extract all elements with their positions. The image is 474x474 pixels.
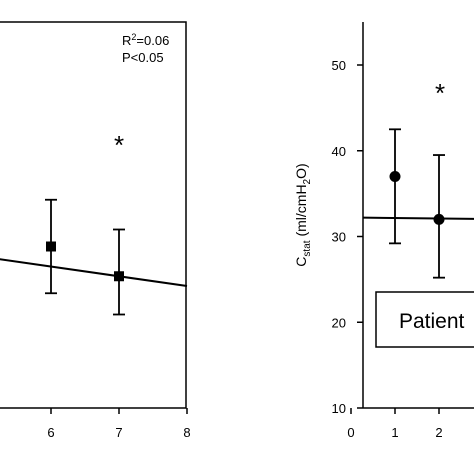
left-significance-marker: * (114, 130, 124, 160)
right-y-axis: 10 20 30 40 50 (332, 58, 363, 416)
left-data-point (46, 241, 56, 252)
right-data-point (389, 170, 401, 182)
right-x-tick-label: 0 (347, 425, 354, 440)
right-y-tick-label: 40 (332, 144, 346, 159)
left-data-point (114, 271, 124, 282)
left-x-tick-label: 6 (47, 425, 54, 440)
right-x-tick-label: 2 (435, 425, 442, 440)
right-data-point (433, 213, 445, 225)
legend-box-text: Patient (399, 310, 465, 333)
legend-box (375, 291, 474, 348)
left-trendline (0, 258, 188, 287)
left-x-tick-label: 7 (115, 425, 122, 440)
right-x-tick-label: 1 (391, 425, 398, 440)
right-y-tick-label: 10 (332, 401, 346, 416)
right-panel: 10 20 30 40 50 0 1 2 Cstat (ml/cmH2O) * Patien… (293, 22, 474, 440)
r2-annotation: R2=0.06 (122, 32, 169, 48)
right-y-tick-label: 30 (332, 230, 346, 245)
left-panel: 6 7 8 R2=0.06 P<0.05 * (0, 21, 191, 440)
left-x-axis: 6 7 8 (47, 408, 191, 440)
right-y-axis-label: Cstat (ml/cmH2O) (293, 163, 313, 266)
left-plot-frame (0, 21, 187, 409)
right-series (389, 128, 445, 279)
left-series (45, 198, 125, 316)
p-value-annotation: P<0.05 (122, 50, 164, 65)
right-significance-marker: * (435, 78, 445, 108)
right-y-tick-label: 20 (332, 315, 346, 330)
right-trendline (362, 216, 474, 220)
right-x-axis: 0 1 2 (347, 408, 443, 440)
right-y-tick-label: 50 (332, 58, 346, 73)
left-x-tick-label: 8 (183, 425, 190, 440)
